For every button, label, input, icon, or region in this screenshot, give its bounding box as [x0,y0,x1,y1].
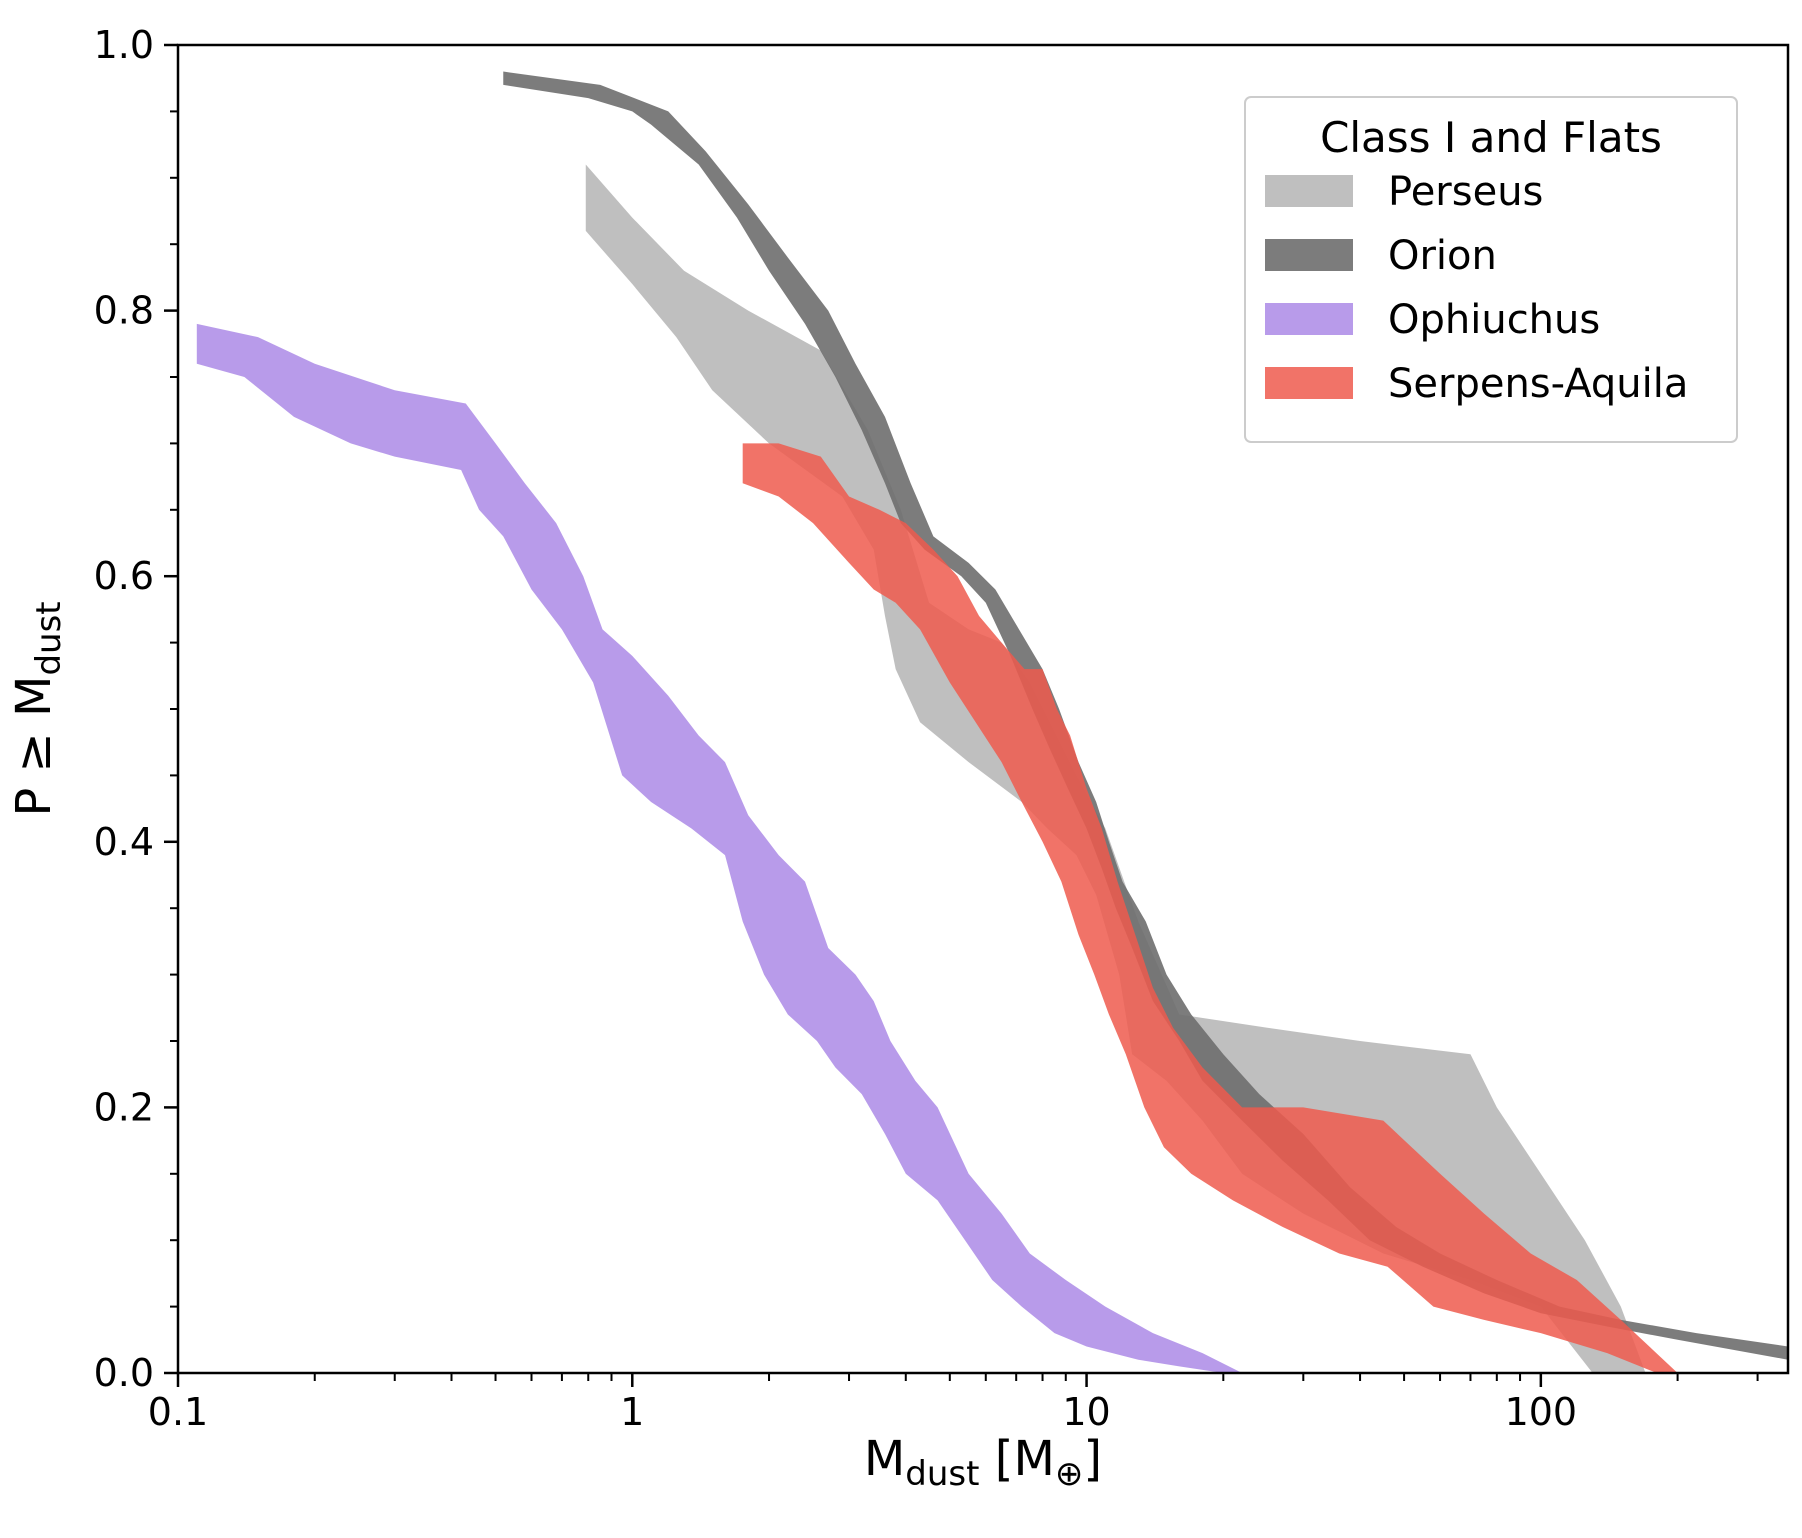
x-axis-label: Mdust [M⊕] [864,1431,1102,1494]
y-axis: 0.0 0.2 0.4 0.6 0.8 1.0 [94,23,178,1395]
x-tick-label: 100 [1505,1390,1578,1434]
x-tick-label: 1 [620,1390,644,1434]
legend-label: Orion [1388,233,1497,279]
series-band-serpens-aquila [742,443,1678,1373]
legend-label: Perseus [1388,169,1543,215]
y-tick-label: 0.4 [94,820,154,864]
series-band-perseus [585,164,1646,1373]
legend-label: Ophiuchus [1388,297,1600,343]
y-tick-label: 1.0 [94,23,154,67]
series-band-ophiuchus [196,323,1243,1373]
legend-box [1244,96,1738,443]
legend-title: Class I and Flats [1320,113,1662,162]
y-tick-label: 0.0 [94,1351,154,1395]
y-tick-label: 0.2 [94,1085,154,1129]
x-tick-label: 10 [1062,1390,1110,1434]
y-tick-label: 0.8 [94,289,154,333]
legend-swatch-orion [1265,239,1353,271]
legend-entries: Perseus Orion Ophiuchus Serpens-Aquila [1265,169,1688,407]
x-axis: 0.1 1 10 100 [148,1373,1759,1434]
legend: Class I and Flats Perseus Orion Ophiuchus S… [1244,96,1738,443]
y-tick-label: 0.6 [94,554,154,598]
legend-swatch-serpens-aquila [1265,367,1353,399]
x-tick-label: 0.1 [148,1390,208,1434]
y-axis-label: P ≥ Mdust [6,601,69,816]
legend-swatch-ophiuchus [1265,303,1353,335]
series-layer [196,71,1789,1373]
legend-label: Serpens-Aquila [1388,361,1688,407]
legend-swatch-perseus [1265,175,1353,207]
